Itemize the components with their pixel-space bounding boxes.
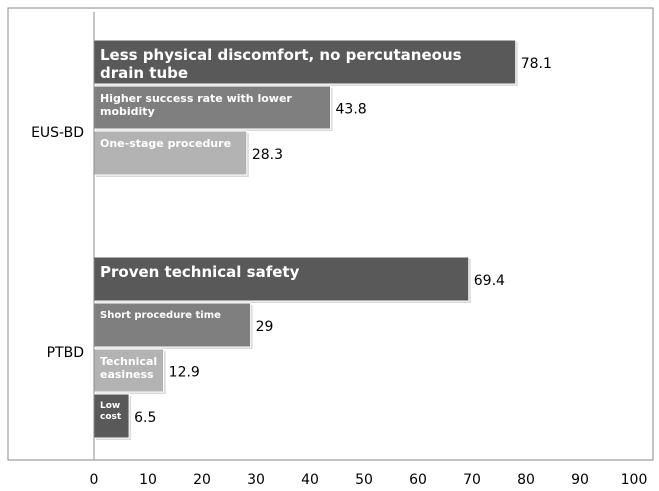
bar-eus-bd-2 [93, 85, 332, 130]
x-tick-label: 100 [621, 472, 648, 488]
group-label-eus-bd: EUS-BD [31, 125, 84, 141]
bar-eus-bd-3 [93, 130, 248, 176]
value-label: 12.9 [169, 365, 200, 381]
bar-ptbd-1 [93, 256, 470, 302]
value-label: 69.4 [474, 273, 505, 289]
x-tick-label: 30 [247, 472, 265, 488]
labels-layer: EUS-BD Less physical discomfort, no percu… [31, 46, 552, 426]
value-label: 43.8 [336, 102, 367, 118]
bar-label: Short procedure time [100, 310, 221, 321]
group-label-ptbd: PTBD [47, 345, 84, 361]
bar-label: Low cost [100, 401, 122, 422]
x-tick-label: 90 [571, 472, 589, 488]
x-tick-label: 80 [517, 472, 535, 488]
x-tick-label: 20 [193, 472, 211, 488]
x-tick-label: 60 [409, 472, 427, 488]
bars-layer [93, 39, 518, 440]
value-label: 28.3 [252, 147, 283, 163]
value-label: 6.5 [134, 410, 156, 426]
bar-label: Higher success rate with lower mobidity [100, 92, 292, 118]
bar-label: Less physical discomfort, no percutaneou… [100, 46, 462, 82]
bar-label: One-stage procedure [100, 137, 231, 150]
x-tick-label: 70 [463, 472, 481, 488]
x-tick-label: 0 [90, 472, 99, 488]
bar-label: Technical easiness [100, 355, 157, 381]
bar-ptbd-4 [93, 393, 130, 439]
x-tick-label: 40 [301, 472, 319, 488]
bar-label: Proven technical safety [100, 263, 300, 281]
value-label: 29 [256, 319, 274, 335]
value-label: 78.1 [521, 56, 552, 72]
bar-ptbd-2 [93, 302, 252, 348]
axis-layer: 0 10 20 30 40 50 60 70 80 90 100 [90, 12, 648, 488]
bar-ptbd-3 [93, 348, 165, 393]
x-tick-label: 50 [355, 472, 373, 488]
bar-eus-bd-1 [93, 39, 517, 85]
x-tick-label: 10 [139, 472, 157, 488]
